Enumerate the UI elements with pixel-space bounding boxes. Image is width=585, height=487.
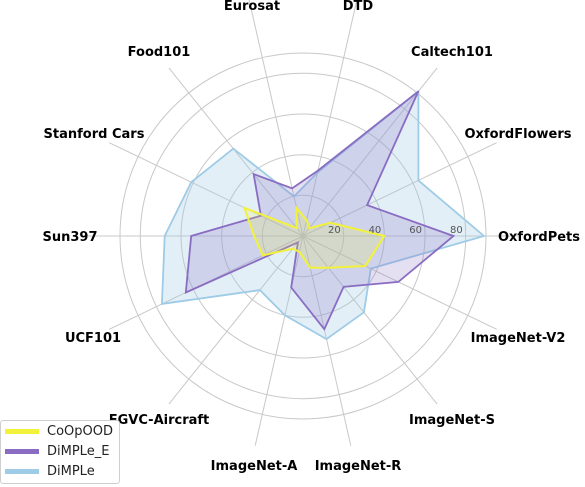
axis-label-eurosat: Eurosat	[224, 0, 280, 14]
axis-label-dtd: DTD	[343, 0, 374, 14]
axis-label-stanford-cars: Stanford Cars	[44, 127, 145, 142]
axis-label-imagenet-s: ImageNet-S	[409, 413, 495, 428]
axis-label-oxfordpets: OxfordPets	[498, 230, 580, 245]
axis-label-ucf101: UCF101	[65, 331, 121, 346]
radar-grid	[88, 0, 518, 446]
legend-item-coopood: CoOpOOD	[1, 421, 119, 441]
series-layer	[160, 89, 486, 341]
legend-label-coopood: CoOpOOD	[47, 423, 113, 439]
spoke-imagenet-s	[302, 235, 438, 405]
legend-item-dimple: DiMPLe	[1, 461, 119, 481]
legend-swatch-coopood	[5, 428, 39, 434]
spoke-fgvc-aircraft	[168, 235, 304, 405]
tick-label-80: 80	[450, 225, 463, 236]
series-polygon-coopood	[242, 205, 386, 269]
legend: CoOpOOD DiMPLe_E DiMPLe	[0, 420, 120, 484]
axis-label-oxfordflowers: OxfordFlowers	[465, 127, 572, 142]
axis-label-sun397: Sun397	[42, 230, 97, 245]
tick-label-20: 20	[328, 225, 341, 236]
tick-label-60: 60	[409, 225, 422, 236]
legend-swatch-dimple	[5, 468, 39, 474]
axis-label-imagenet-a: ImageNet-A	[211, 459, 298, 474]
legend-swatch-dimple-e	[5, 448, 39, 454]
spoke-dtd	[302, 0, 358, 237]
spoke-eurosat	[248, 0, 304, 237]
spoke-oxfordflowers	[302, 142, 497, 237]
axis-label-imagenet-r: ImageNet-R	[315, 459, 402, 474]
axis-label-fgvc-aircraft: FGVC-Aircraft	[109, 413, 210, 428]
label-layer: 20 40 60 80 OxfordPets OxfordFlowers Caltech10…	[42, 0, 580, 474]
spoke-imagenet-r	[302, 235, 352, 446]
spoke-caltech101	[302, 67, 438, 237]
spoke-imagenet-a	[254, 235, 304, 446]
spoke-stanford-cars	[109, 142, 304, 237]
series-polygon-dimple-e	[184, 90, 456, 331]
axis-label-food101: Food101	[128, 45, 191, 60]
legend-label-dimple-e: DiMPLe_E	[47, 443, 110, 459]
spoke-imagenet-v2	[302, 235, 497, 330]
legend-item-dimple-e: DiMPLe_E	[1, 441, 119, 461]
legend-label-dimple: DiMPLe	[47, 463, 95, 479]
spoke-food101	[168, 67, 304, 237]
axis-label-caltech101: Caltech101	[411, 45, 493, 60]
tick-label-40: 40	[369, 225, 382, 236]
axis-label-imagenet-v2: ImageNet-V2	[471, 331, 566, 346]
